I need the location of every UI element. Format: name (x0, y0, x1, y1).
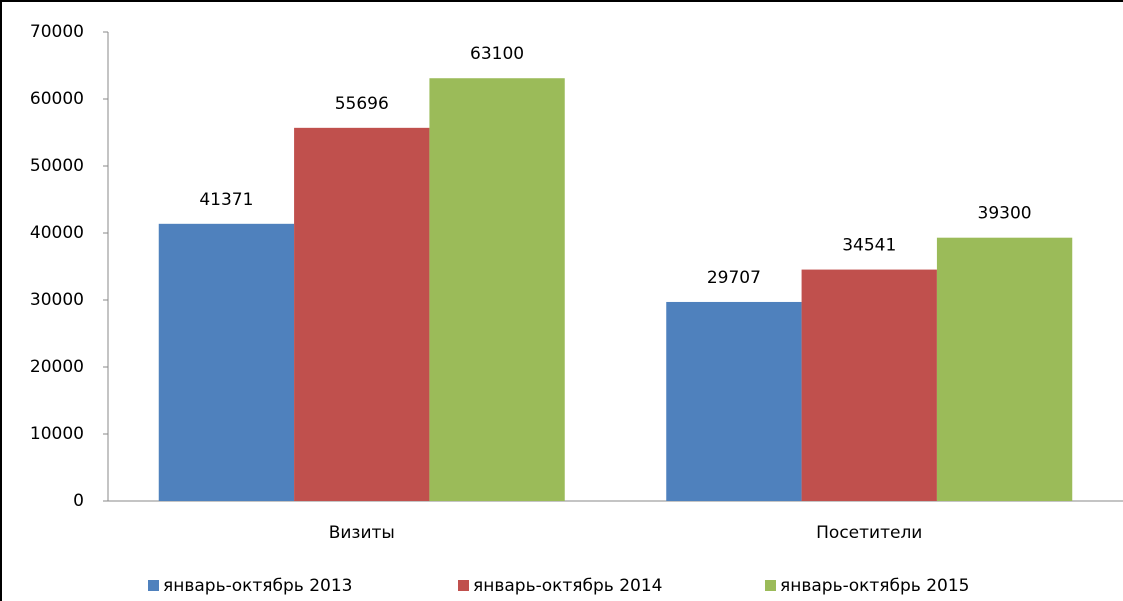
y-tick-label: 50000 (30, 156, 84, 176)
bar (294, 127, 430, 502)
y-tick-label: 0 (73, 491, 84, 511)
bar (158, 223, 295, 501)
value-label: 41371 (199, 190, 253, 210)
legend-label: январь-октябрь 2014 (473, 576, 662, 596)
legend-label: январь-октябрь 2015 (780, 576, 969, 596)
y-tick-label: 60000 (30, 89, 84, 109)
legend-swatch (458, 580, 469, 591)
legend-swatch (148, 580, 159, 591)
value-label: 34541 (842, 236, 896, 256)
bar (936, 237, 1073, 501)
bar (801, 269, 937, 501)
x-tick-label: Визиты (329, 523, 395, 543)
y-tick-label: 40000 (30, 223, 84, 243)
value-label: 39300 (978, 204, 1032, 224)
bar (666, 301, 802, 501)
y-tick-label: 70000 (30, 22, 84, 42)
x-tick-label: Посетители (816, 523, 922, 543)
bar (429, 78, 565, 501)
legend-label: январь-октябрь 2013 (163, 576, 352, 596)
value-label: 29707 (707, 268, 761, 288)
legend-swatch (765, 580, 776, 591)
value-label: 55696 (335, 94, 389, 114)
y-tick-label: 10000 (30, 424, 84, 444)
value-label: 63100 (470, 44, 524, 64)
y-tick-label: 20000 (30, 357, 84, 377)
y-tick-label: 30000 (30, 290, 84, 310)
